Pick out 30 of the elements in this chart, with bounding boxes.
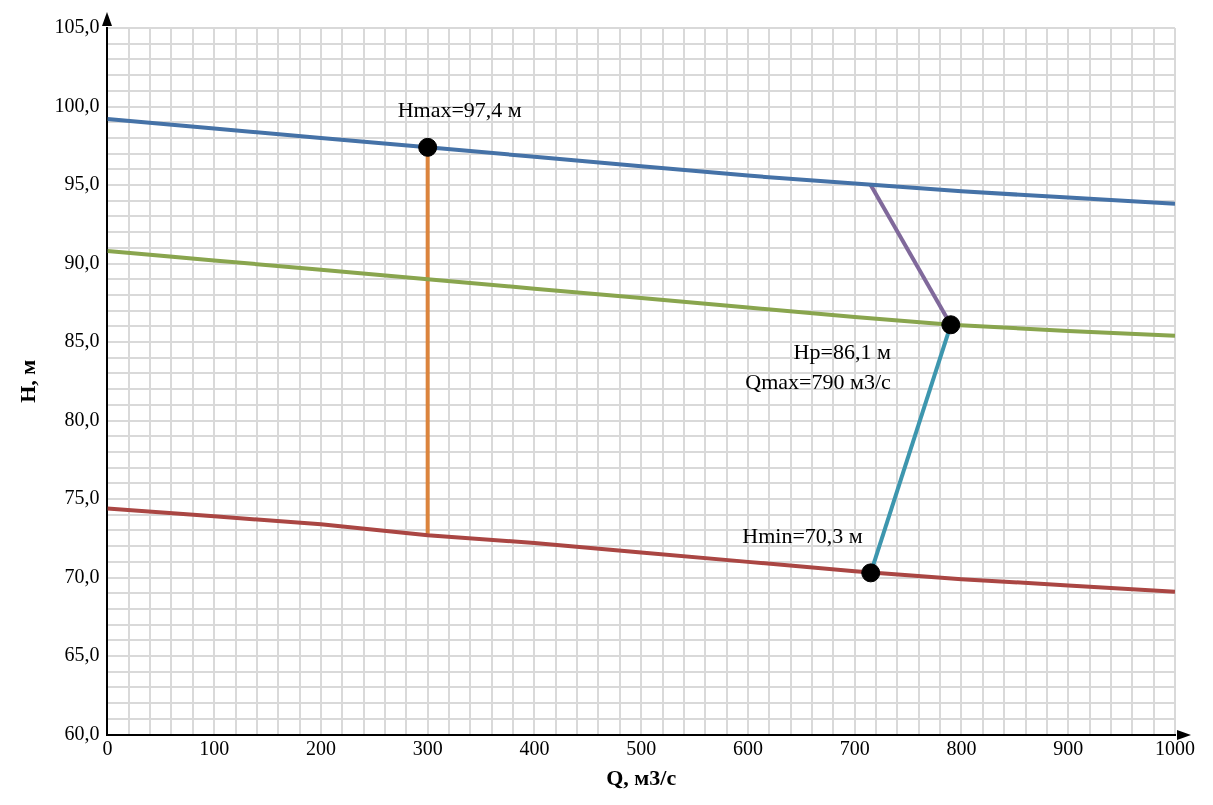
y-axis-title: H, м (14, 359, 40, 403)
y-tick-label: 90,0 (64, 250, 100, 273)
x-tick-label: 900 (1053, 736, 1084, 759)
point (941, 315, 961, 335)
y-tick-label: 105,0 (54, 15, 100, 38)
x-tick-label: 1000 (1155, 736, 1195, 759)
x-tick-label: 100 (199, 736, 230, 759)
x-tick-label: 500 (626, 736, 657, 759)
point (418, 137, 438, 157)
annotation: Qmax=790 м3/с (745, 368, 892, 394)
x-tick-label: 800 (946, 736, 977, 759)
y-tick-label: 100,0 (54, 93, 100, 116)
y-tick-label: 65,0 (64, 643, 100, 666)
x-tick-label: 400 (519, 736, 550, 759)
y-tick-label: 80,0 (64, 407, 100, 430)
x-tick-label: 600 (732, 736, 763, 759)
x-tick-label: 300 (412, 736, 443, 759)
point (861, 563, 881, 583)
y-tick-label: 60,0 (64, 721, 100, 744)
x-tick-label: 200 (305, 736, 336, 759)
x-axis-title: Q, м3/с (606, 765, 677, 791)
y-tick-label: 95,0 (64, 172, 100, 195)
y-tick-label: 85,0 (64, 329, 100, 352)
annotation: Hmax=97,4 м (397, 97, 522, 123)
x-tick-label: 0 (102, 736, 113, 759)
annotation: Hmin=70,3 м (742, 522, 863, 548)
y-tick-label: 70,0 (64, 564, 100, 587)
annotation: Hp=86,1 м (793, 338, 891, 364)
y-tick-label: 75,0 (64, 486, 100, 509)
x-tick-label: 700 (839, 736, 870, 759)
